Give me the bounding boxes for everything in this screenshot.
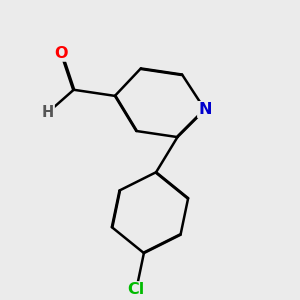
Text: N: N (198, 102, 212, 117)
Text: Cl: Cl (128, 282, 145, 297)
Text: H: H (42, 105, 54, 120)
Text: O: O (55, 46, 68, 61)
